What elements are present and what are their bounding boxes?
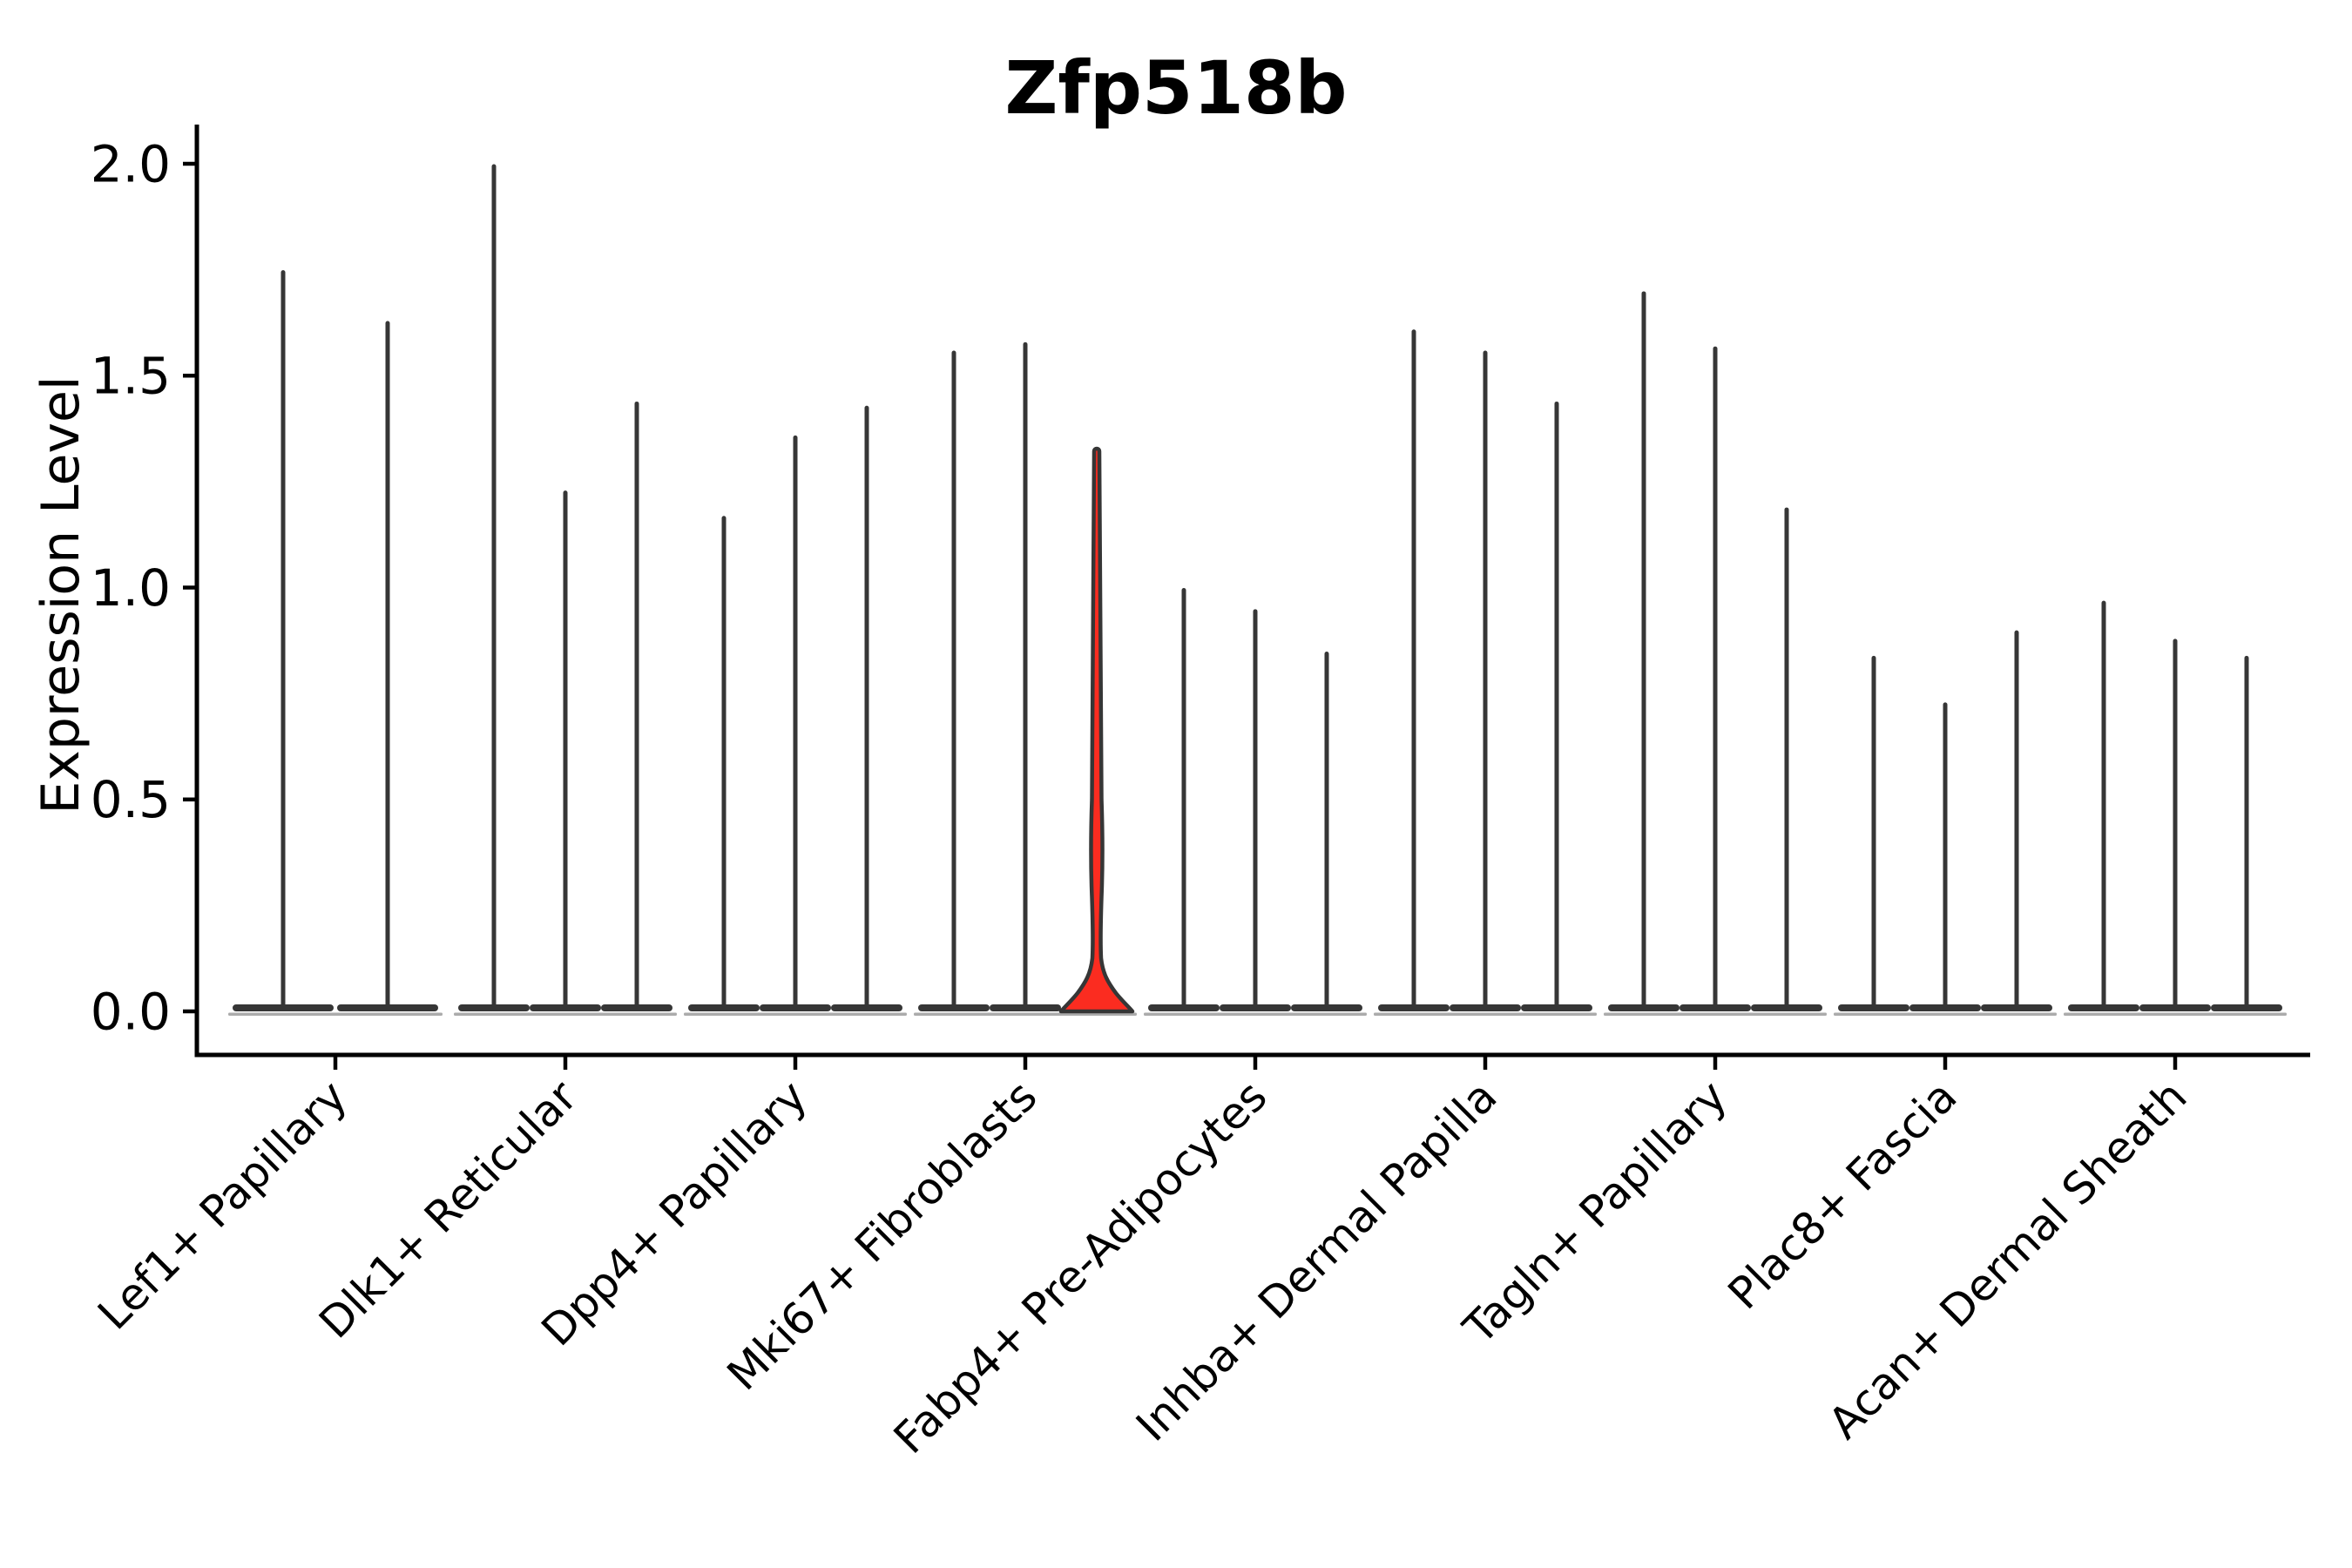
y-axis-tick-label: 1.0 [91,558,171,618]
violin-base [688,1004,760,1011]
violin-base [760,1004,831,1011]
violin-base [1680,1004,1751,1011]
violin-base [1291,1004,1362,1011]
violin-base-shadow [1604,1012,1827,1016]
violin-base-shadow [684,1012,907,1016]
y-axis-tick-label: 2.0 [91,134,171,193]
violin-base-shadow [228,1012,443,1016]
violin-base [918,1004,990,1011]
violin-base [337,1004,438,1011]
violin-base [1450,1004,1521,1011]
violin-base-shadow [1834,1012,2057,1016]
violin-base [1909,1004,1981,1011]
y-axis-tick-label: 0.5 [91,770,171,829]
violin-base [1148,1004,1220,1011]
violin-base-shadow [454,1012,677,1016]
x-axis-tick-label: Lef1+ Papillary [88,1071,356,1339]
violin-base [831,1004,902,1011]
violin-base [530,1004,601,1011]
violin-base [2139,1004,2211,1011]
violin-base-shadow [2064,1012,2287,1016]
violin-base [1838,1004,1909,1011]
violin-base [2068,1004,2139,1011]
y-axis-tick-label: 0.0 [91,982,171,1041]
x-axis-tick-label: Plac8+ Fascia [1719,1071,1967,1319]
violin-base-shadow [914,1012,1137,1016]
violin-base [1220,1004,1291,1011]
violin-base [2211,1004,2282,1011]
violin-base [1378,1004,1450,1011]
violin-base [990,1004,1061,1011]
violin-base [458,1004,530,1011]
violin-base [601,1004,672,1011]
violin-base [233,1004,334,1011]
violin-base [1981,1004,2052,1011]
violin-base [1608,1004,1680,1011]
x-axis-tick-label: Fabp4+ Pre-Adipocytes [884,1071,1277,1463]
violin-base-shadow [1374,1012,1597,1016]
chart-title: Zfp518b [1004,45,1348,131]
y-axis-tick-label: 1.5 [91,347,171,406]
violin-base [1751,1004,1822,1011]
violin-base [1521,1004,1592,1011]
violin-highlighted [1058,446,1135,1014]
violin-base-shadow [1144,1012,1367,1016]
